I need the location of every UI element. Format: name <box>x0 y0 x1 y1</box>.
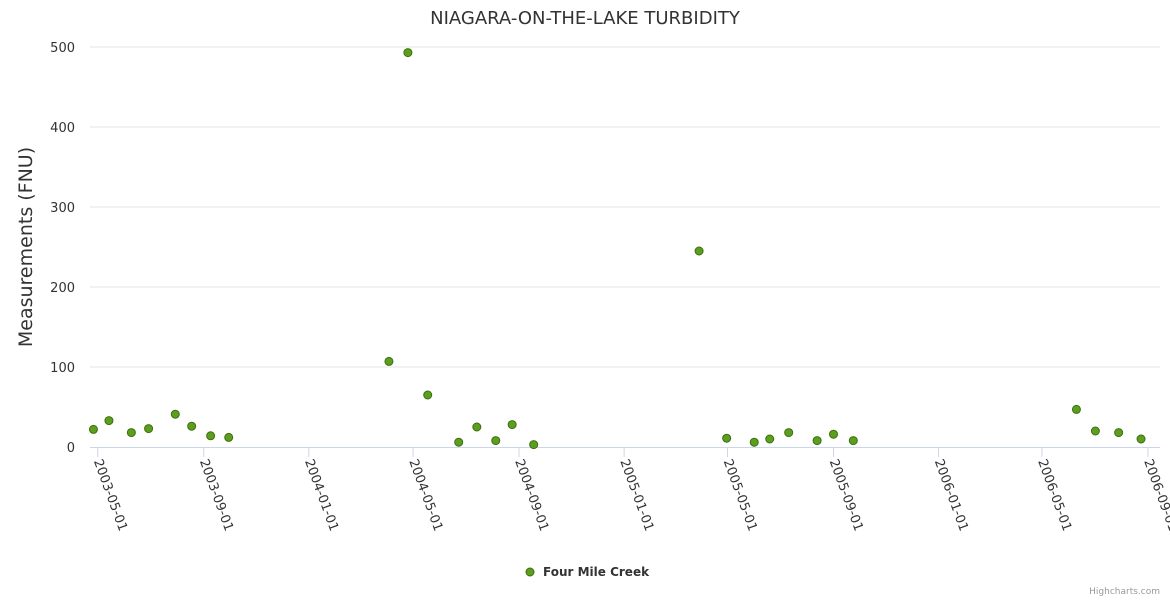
data-point[interactable] <box>1071 404 1081 414</box>
credits-link[interactable]: Highcharts.com <box>1089 587 1160 597</box>
y-tick-label: 200 <box>50 281 75 296</box>
x-tick-label: 2003-09-01 <box>196 457 236 533</box>
x-tick-label: 2004-05-01 <box>405 457 445 533</box>
y-axis-label: Measurements (FNU) <box>15 147 37 347</box>
data-point[interactable] <box>694 246 704 256</box>
data-point[interactable] <box>1114 428 1124 438</box>
y-tick-label: 400 <box>50 121 75 136</box>
data-point[interactable] <box>144 424 154 434</box>
legend-marker <box>525 567 535 577</box>
data-point[interactable] <box>224 432 234 442</box>
x-tick-label: 2004-09-01 <box>511 457 551 533</box>
series-points[interactable] <box>88 48 1146 450</box>
data-point[interactable] <box>722 433 732 443</box>
data-point[interactable] <box>472 422 482 432</box>
data-point[interactable] <box>828 429 838 439</box>
data-point[interactable] <box>104 416 114 426</box>
data-point[interactable] <box>423 390 433 400</box>
data-point[interactable] <box>749 437 759 447</box>
data-point[interactable] <box>765 434 775 444</box>
y-tick-label: 500 <box>50 41 75 56</box>
x-tick-label: 2005-09-01 <box>826 457 866 533</box>
data-point[interactable] <box>507 420 517 430</box>
x-tick-label: 2006-01-01 <box>931 457 971 533</box>
grid-lines <box>90 46 1160 368</box>
legend[interactable]: Four Mile Creek <box>525 565 650 579</box>
data-point[interactable] <box>206 431 216 441</box>
chart-title: NIAGARA-ON-THE-LAKE TURBIDITY <box>430 8 741 29</box>
data-point[interactable] <box>384 356 394 366</box>
y-tick-label: 0 <box>67 441 75 456</box>
data-point[interactable] <box>126 428 136 438</box>
x-tick-label: 2006-09-01 <box>1140 457 1170 533</box>
data-point[interactable] <box>784 428 794 438</box>
data-point[interactable] <box>812 436 822 446</box>
data-point[interactable] <box>1090 426 1100 436</box>
y-tick-label: 100 <box>50 361 75 376</box>
x-tick-label: 2006-05-01 <box>1034 457 1074 533</box>
data-point[interactable] <box>187 421 197 431</box>
data-point[interactable] <box>454 437 464 447</box>
data-point[interactable] <box>491 436 501 446</box>
data-point[interactable] <box>848 436 858 446</box>
data-point[interactable] <box>403 48 413 58</box>
x-tick-label: 2005-01-01 <box>616 457 656 533</box>
x-tick-label: 2004-01-01 <box>301 457 341 533</box>
data-point[interactable] <box>1136 434 1146 444</box>
x-tick-label: 2003-05-01 <box>90 457 130 533</box>
y-axis-ticks: 0 100 200 300 400 500 <box>50 41 75 456</box>
legend-label[interactable]: Four Mile Creek <box>543 565 650 579</box>
data-point[interactable] <box>170 409 180 419</box>
data-point[interactable] <box>88 424 98 434</box>
x-tick-label: 2005-05-01 <box>720 457 760 533</box>
data-point[interactable] <box>529 440 539 450</box>
x-axis-ticks: 2003-05-01 2003-09-01 2004-01-01 2004-05-01… <box>90 447 1170 533</box>
y-tick-label: 300 <box>50 201 75 216</box>
